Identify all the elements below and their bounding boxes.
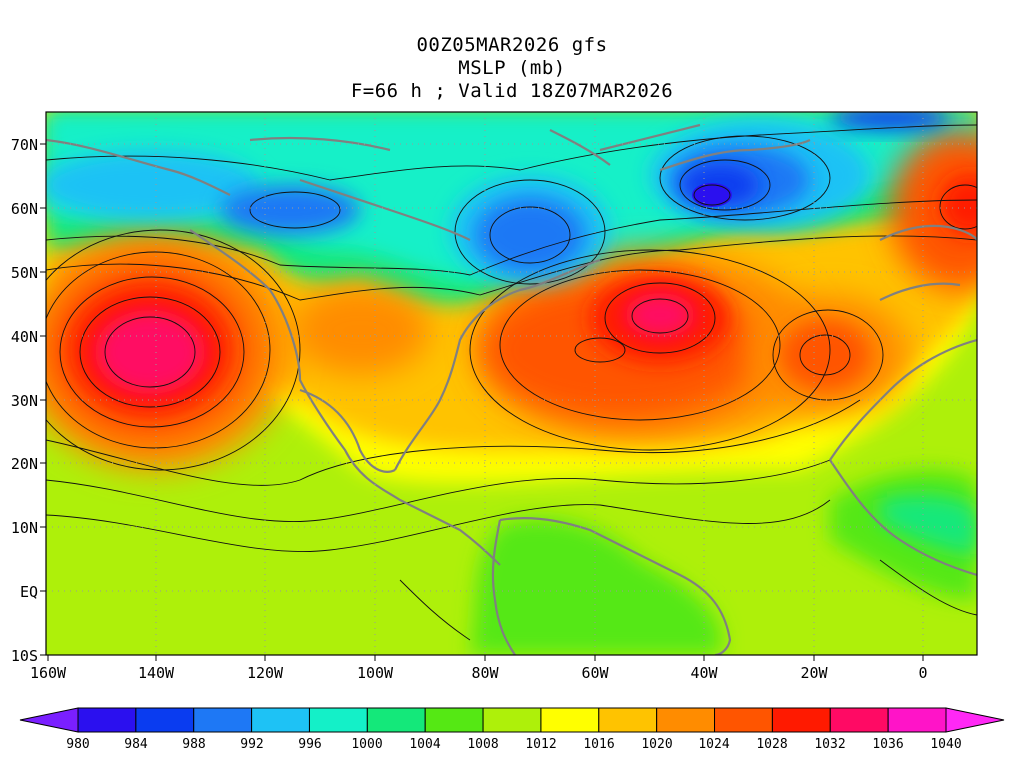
lon-label: 40W	[690, 664, 718, 682]
colorbar-label: 988	[182, 737, 205, 752]
colorbar-label: 1016	[583, 737, 614, 752]
colorbar-underflow-arrow	[19, 707, 79, 733]
variable-title: MSLP (mb)	[458, 57, 566, 79]
longitude-labels: 160W 140W 120W 100W 80W 60W 40W 20W 0	[30, 664, 928, 682]
colorbar-swatches	[77, 707, 947, 733]
lat-label: 50N	[11, 264, 38, 282]
colorbar-swatch	[598, 707, 658, 733]
colorbar-label: 1000	[351, 737, 382, 752]
colorbar-swatch	[366, 707, 426, 733]
colorbar-label: 1028	[756, 737, 787, 752]
lon-label: 80W	[471, 664, 499, 682]
lon-label: 20W	[800, 664, 828, 682]
colorbar-swatch	[135, 707, 195, 733]
valid-time-title: F=66 h ; Valid 18Z07MAR2026	[350, 80, 674, 102]
colorbar-swatch	[656, 707, 716, 733]
lon-label: 0	[918, 664, 927, 682]
lon-label: 160W	[30, 664, 67, 682]
colorbar-swatch	[193, 707, 253, 733]
lon-label: 140W	[138, 664, 175, 682]
colorbar-swatch	[887, 707, 947, 733]
lat-label: EQ	[20, 583, 38, 601]
colorbar: 980 984 988 992 996 1000 1004 1008 1012 …	[19, 707, 1005, 752]
colorbar-label: 1036	[872, 737, 903, 752]
colorbar-label: 1020	[641, 737, 672, 752]
colorbar-label: 1008	[467, 737, 498, 752]
lat-label: 30N	[11, 392, 38, 410]
lon-label: 60W	[581, 664, 609, 682]
colorbar-swatch	[714, 707, 773, 733]
colorbar-label: 992	[240, 737, 263, 752]
colorbar-swatch	[540, 707, 600, 733]
colorbar-label: 1040	[930, 737, 961, 752]
colorbar-swatch	[77, 707, 137, 733]
colorbar-label: 980	[66, 737, 89, 752]
colorbar-swatch	[482, 707, 542, 733]
colorbar-swatch	[424, 707, 484, 733]
colorbar-label: 996	[298, 737, 321, 752]
colorbar-label: 1004	[409, 737, 440, 752]
lat-label: 70N	[11, 136, 38, 154]
pressure-field	[46, 112, 977, 655]
colorbar-labels: 980 984 988 992 996 1000 1004 1008 1012 …	[66, 737, 961, 752]
colorbar-label: 1032	[814, 737, 845, 752]
colorbar-swatch	[829, 707, 889, 733]
colorbar-swatch	[251, 707, 310, 733]
lat-label: 20N	[11, 455, 38, 473]
lat-label: 10S	[11, 647, 38, 665]
run-title: 00Z05MAR2026 gfs	[416, 34, 608, 56]
graticule	[46, 112, 977, 655]
lon-label: 100W	[357, 664, 394, 682]
axis-ticks	[40, 143, 924, 661]
colorbar-swatch	[771, 707, 831, 733]
colorbar-label: 984	[124, 737, 148, 752]
map-frame	[45, 111, 978, 656]
coastlines	[46, 123, 977, 655]
lat-label: 60N	[11, 200, 38, 218]
lat-label: 40N	[11, 328, 38, 346]
lon-label: 120W	[247, 664, 284, 682]
latitude-labels: 70N 60N 50N 40N 30N 20N 10N EQ 10S	[11, 136, 38, 665]
colorbar-swatch	[308, 707, 368, 733]
colorbar-overflow-arrow	[945, 707, 1005, 733]
colorbar-label: 1012	[525, 737, 556, 752]
lat-label: 10N	[11, 519, 38, 537]
colorbar-label: 1024	[698, 737, 729, 752]
isobar-lines	[46, 124, 977, 641]
